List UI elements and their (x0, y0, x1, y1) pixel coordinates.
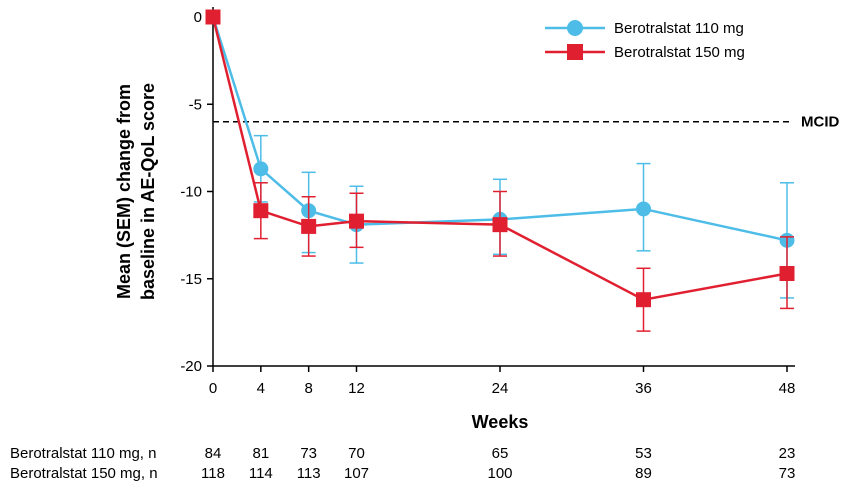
y-tick-label: -20 (180, 358, 202, 375)
legend-label: Berotralstat 110 mg (614, 20, 744, 37)
x-axis-title: Weeks (472, 412, 529, 432)
x-tick-label: 24 (492, 380, 509, 397)
table-cell: 73 (300, 445, 317, 462)
data-point (205, 9, 221, 25)
data-point (253, 203, 269, 219)
y-tick-label: -15 (180, 271, 202, 288)
table-cell: 89 (635, 465, 652, 482)
y-tick-label: 0 (194, 9, 202, 26)
legend-label: Berotralstat 150 mg (614, 44, 745, 61)
y-tick-label: -10 (180, 184, 202, 201)
at-risk-table: Berotralstat 110 mg, n 84 81 73 70 65 53 23 Bero… (10, 445, 795, 482)
x-tick-label: 48 (779, 380, 796, 397)
x-tick-label: 0 (209, 380, 217, 397)
x-tick-label: 36 (635, 380, 652, 397)
data-point (253, 161, 269, 177)
table-row-label: Berotralstat 150 mg, n (10, 465, 158, 482)
table-cell: 107 (344, 465, 369, 482)
table-cell: 73 (779, 465, 796, 482)
data-point (636, 292, 651, 308)
table-cell: 65 (492, 445, 509, 462)
table-cell: 23 (779, 445, 796, 462)
legend-marker-square (567, 44, 583, 60)
data-point (349, 213, 364, 229)
mcid-label: MCID (801, 114, 839, 131)
y-tick-label: -5 (189, 96, 202, 113)
reference-line-group: MCID (213, 114, 839, 131)
legend-marker-circle (567, 20, 583, 36)
table-cell: 114 (249, 465, 273, 482)
table-cell: 118 (201, 465, 225, 482)
data-point (301, 218, 317, 234)
series-group (205, 9, 795, 332)
table-cell: 70 (348, 445, 365, 462)
series-2 (205, 9, 795, 332)
legend-group: Berotralstat 110 mg Berotralstat 150 mg (545, 20, 745, 61)
data-point (779, 266, 795, 282)
table-cell: 53 (635, 445, 652, 462)
table-cell: 100 (487, 465, 512, 482)
y-axis-title-line-1: Mean (SEM) change from (114, 84, 134, 299)
table-cell: 113 (297, 465, 321, 482)
x-tick-label: 8 (304, 380, 312, 397)
y-axis-title-line-2: baseline in AE-QoL score (138, 83, 158, 300)
table-cell: 81 (252, 445, 269, 462)
x-tick-label: 4 (257, 380, 265, 397)
data-point (636, 201, 651, 217)
table-cell: 84 (205, 445, 222, 462)
data-point (492, 217, 508, 233)
table-row-label: Berotralstat 110 mg, n (10, 445, 156, 462)
x-tick-label: 12 (348, 380, 365, 397)
